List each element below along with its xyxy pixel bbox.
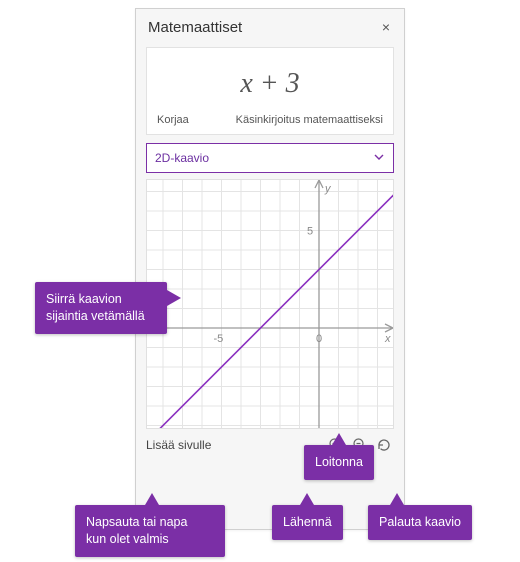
panel-title: Matemaattiset — [148, 19, 242, 36]
expression-card: x + 3 Korjaa Käsinkirjoitus matemaattise… — [146, 47, 394, 135]
callout-text: Siirrä kaavion — [46, 292, 122, 306]
callout-zoom-in: Lähennä — [272, 505, 343, 540]
callout-insert: Napsauta tai napa kun olet valmis — [75, 505, 225, 557]
fix-link[interactable]: Korjaa — [157, 114, 189, 126]
expression-display: x + 3 — [157, 58, 383, 114]
graph-area[interactable]: xy-505 — [146, 179, 394, 429]
callout-text: kun olet valmis — [86, 532, 169, 546]
ink-to-math-link[interactable]: Käsinkirjoitus matemaattiseksi — [236, 114, 383, 126]
callout-reset: Palauta kaavio — [368, 505, 472, 540]
graph-type-dropdown[interactable]: 2D-kaavio — [146, 143, 394, 173]
callout-text: Napsauta tai napa — [86, 515, 187, 529]
dropdown-selected: 2D-kaavio — [155, 151, 209, 165]
chevron-down-icon — [373, 151, 385, 166]
callout-text: Lähennä — [283, 515, 332, 529]
panel-header: Matemaattiset × — [136, 9, 404, 41]
callout-text: Loitonna — [315, 455, 363, 469]
callout-text: sijaintia vetämällä — [46, 309, 145, 323]
callout-drag: Siirrä kaavion sijaintia vetämällä — [35, 282, 167, 334]
insert-to-page-link[interactable]: Lisää sivulle — [146, 438, 211, 452]
callout-zoom-out: Loitonna — [304, 445, 374, 480]
svg-text:0: 0 — [316, 333, 322, 345]
close-icon[interactable]: × — [378, 17, 394, 37]
callout-text: Palauta kaavio — [379, 515, 461, 529]
svg-text:5: 5 — [307, 226, 313, 238]
reset-icon[interactable] — [374, 435, 394, 455]
svg-text:-5: -5 — [214, 333, 224, 345]
svg-text:x: x — [384, 333, 391, 345]
graph-svg: xy-505 — [147, 180, 393, 428]
